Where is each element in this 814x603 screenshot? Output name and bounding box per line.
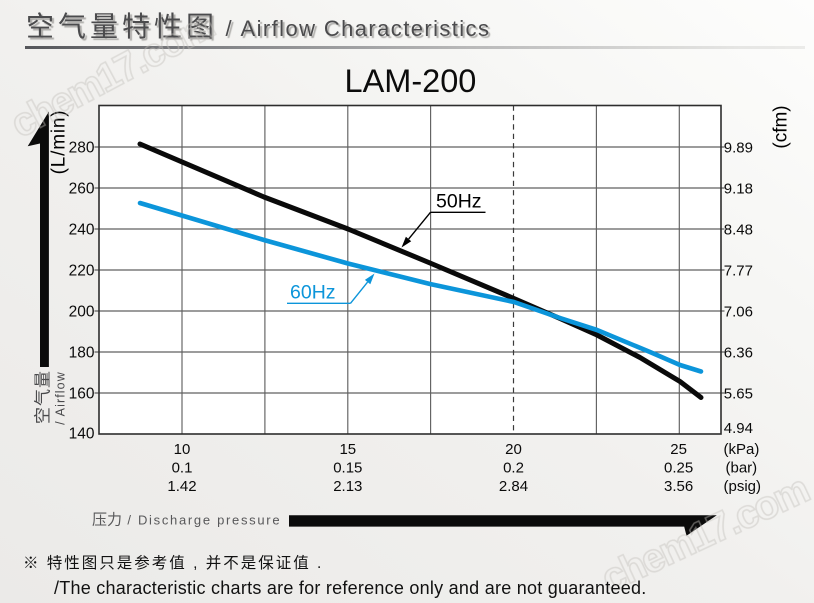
svg-text:(kPa): (kPa) xyxy=(724,441,760,458)
svg-text:(cfm): (cfm) xyxy=(771,105,792,148)
svg-text:(psig): (psig) xyxy=(724,478,762,495)
svg-text:4.94: 4.94 xyxy=(724,420,753,437)
svg-text:25: 25 xyxy=(670,441,687,458)
svg-text:10: 10 xyxy=(174,441,191,458)
svg-text:140: 140 xyxy=(69,425,95,442)
svg-text:50Hz: 50Hz xyxy=(436,191,482,213)
svg-text:2.13: 2.13 xyxy=(333,478,362,495)
svg-text:7.77: 7.77 xyxy=(724,262,753,279)
svg-text:/ Airflow: / Airflow xyxy=(54,371,68,425)
svg-text:240: 240 xyxy=(69,221,95,238)
svg-text:20: 20 xyxy=(505,441,522,458)
svg-text:0.1: 0.1 xyxy=(172,459,193,476)
svg-text:60Hz: 60Hz xyxy=(290,282,336,304)
svg-text:0.2: 0.2 xyxy=(503,459,524,476)
svg-text:7.06: 7.06 xyxy=(724,303,753,320)
svg-text:8.48: 8.48 xyxy=(724,221,753,238)
svg-text:15: 15 xyxy=(339,441,356,458)
svg-text:0.25: 0.25 xyxy=(664,459,693,476)
svg-text:1.42: 1.42 xyxy=(167,478,196,495)
svg-text:9.18: 9.18 xyxy=(724,180,753,197)
svg-text:(bar): (bar) xyxy=(726,459,758,476)
svg-text:180: 180 xyxy=(69,344,95,361)
svg-text:压力 / Discharge pressure: 压力 / Discharge pressure xyxy=(92,512,281,529)
svg-text:2.84: 2.84 xyxy=(499,478,528,495)
svg-text:0.15: 0.15 xyxy=(333,459,362,476)
svg-text:220: 220 xyxy=(69,262,95,279)
svg-text:(L/min): (L/min) xyxy=(49,110,70,175)
svg-text:空气量: 空气量 xyxy=(34,370,53,424)
svg-text:9.89: 9.89 xyxy=(724,139,753,156)
svg-text:160: 160 xyxy=(69,385,95,402)
svg-text:280: 280 xyxy=(69,139,95,156)
svg-text:6.36: 6.36 xyxy=(724,344,753,361)
svg-text:5.65: 5.65 xyxy=(724,385,753,402)
svg-text:3.56: 3.56 xyxy=(664,478,693,495)
svg-text:260: 260 xyxy=(69,180,95,197)
svg-text:200: 200 xyxy=(69,303,95,320)
